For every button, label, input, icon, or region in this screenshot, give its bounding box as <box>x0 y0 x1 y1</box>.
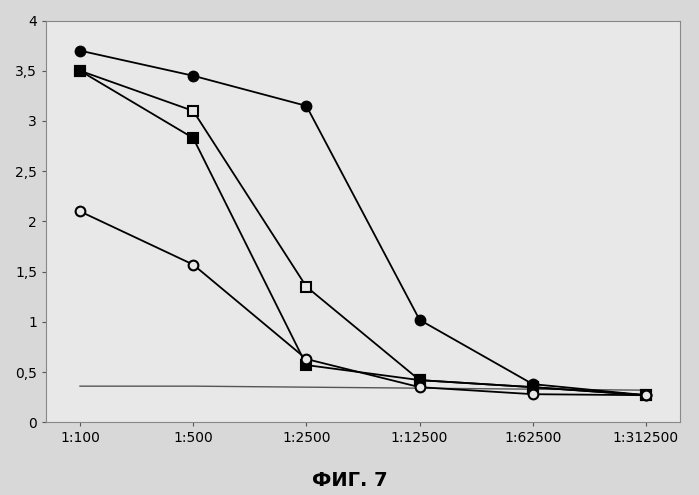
Text: ФИГ. 7: ФИГ. 7 <box>312 471 387 490</box>
